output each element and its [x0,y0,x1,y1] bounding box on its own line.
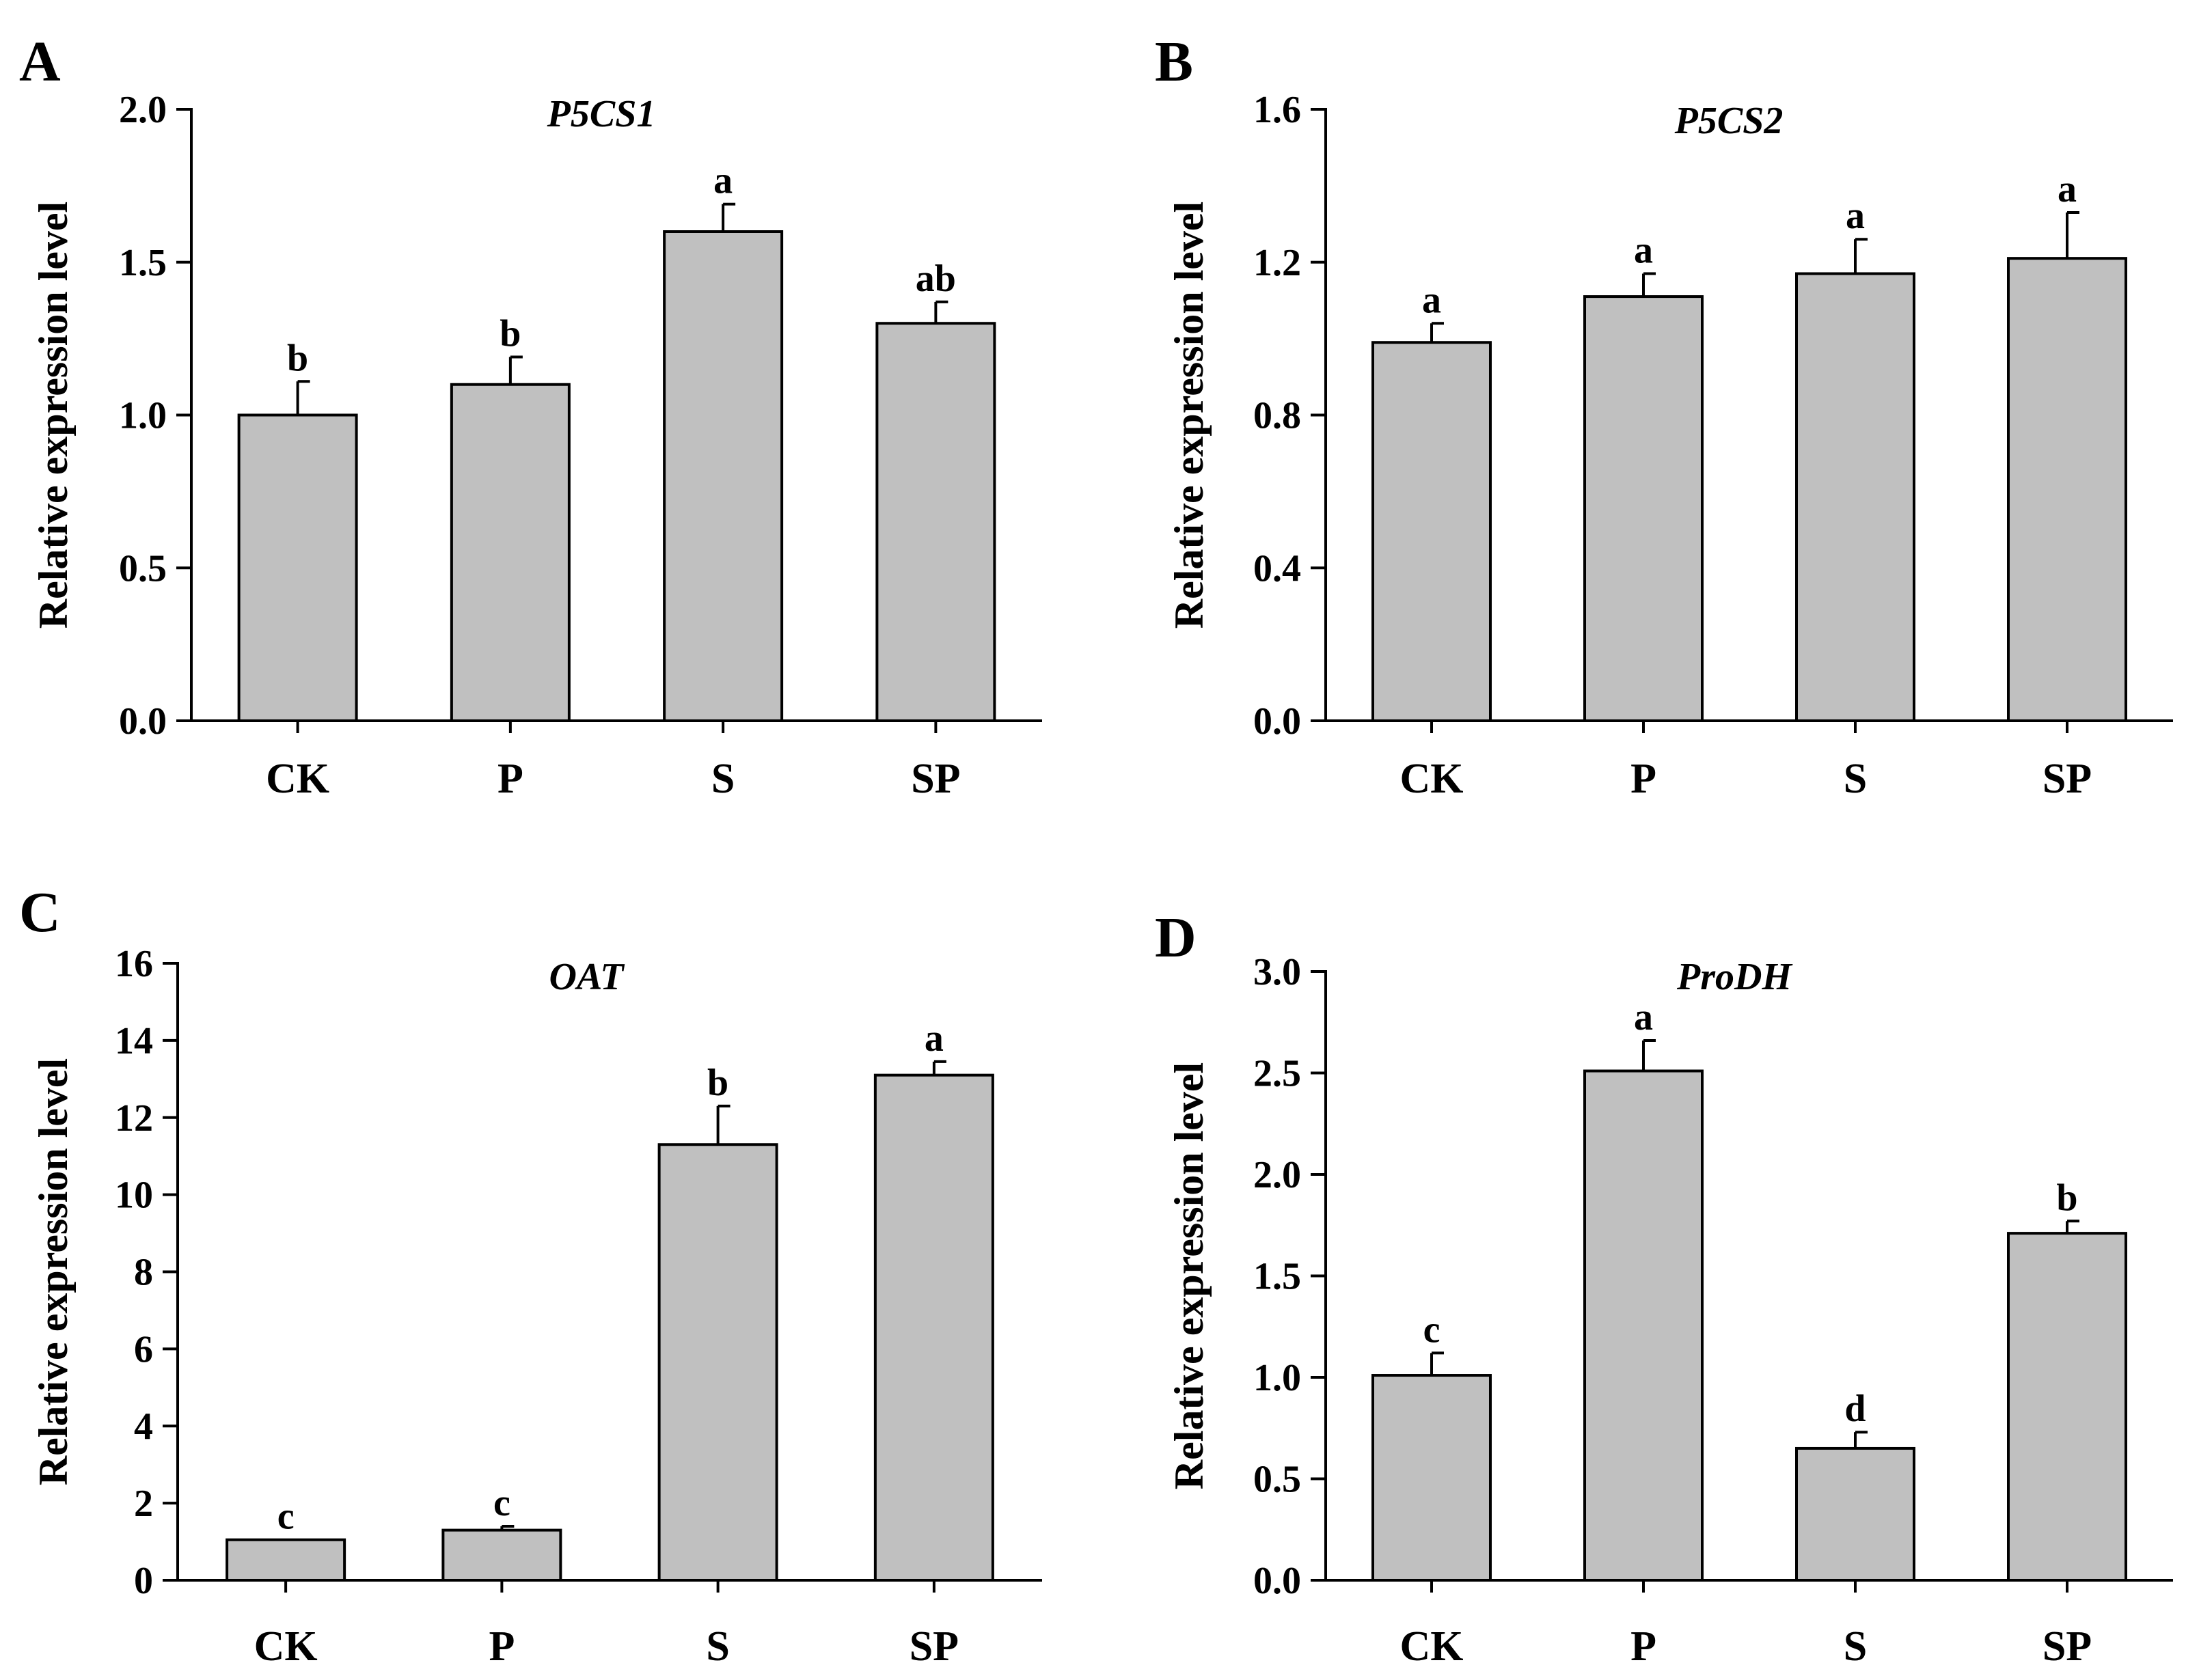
y-tick-label: 6 [134,1328,153,1371]
significance-label: c [493,1482,510,1524]
y-tick-label: 0.0 [119,700,167,743]
panel-letter: D [1155,906,1197,969]
bar-ck [226,1538,346,1582]
chart-panel-c: C OAT Relative expression level 0 2 4 6 8 10 12 14… [19,881,1042,1670]
x-category-label: P [1630,756,1656,802]
bar-ck [237,413,358,722]
y-tick-label: 1.0 [1253,1357,1301,1399]
x-category-label: SP [2043,1623,2092,1670]
bar-s [1795,272,1915,722]
x-category-label: SP [2043,756,2092,802]
y-tick-label: 1.6 [1253,89,1301,131]
bar-ck [1371,1374,1492,1582]
x-category-label: P [489,1623,515,1670]
chart-title: P5CS2 [1674,100,1784,142]
bar-sp [2007,257,2127,722]
significance-label: c [1423,1308,1440,1351]
bar-sp [2007,1232,2127,1582]
bar-s [1795,1446,1915,1582]
significance-label: a [1634,230,1653,272]
y-tick-label: 0.0 [1253,700,1301,743]
y-tick-label: 14 [115,1020,153,1062]
x-category-label: S [1844,756,1867,802]
y-axis-label: Relative expression level [31,202,76,629]
significance-label: a [925,1017,944,1060]
x-category-label: S [711,756,735,802]
y-tick-label: 1.5 [119,242,167,284]
y-tick-label: 1.2 [1253,242,1301,284]
y-axis-label: Relative expression level [1166,1062,1212,1489]
y-tick-label: 0 [134,1560,153,1602]
significance-label: d [1844,1388,1866,1430]
bar-p [1583,295,1704,722]
y-axis-label: Relative expression level [1166,202,1212,629]
significance-label: ab [916,258,956,300]
chart-panel-b: B P5CS2 Relative expression level 0.0 0.4 0.8… [1155,30,2173,802]
y-tick-label: 16 [115,943,153,985]
y-tick-label: 2.5 [1253,1053,1301,1095]
x-category-label: S [706,1623,729,1670]
x-category-label: P [1630,1623,1656,1670]
y-tick-label: 1.0 [119,395,167,437]
y-axis-label: Relative expression level [31,1058,76,1485]
significance-label: b [500,312,521,355]
y-tick-label: 8 [134,1252,153,1294]
bar-sp [875,322,996,722]
bar-p [450,383,571,722]
y-tick-label: 0.5 [1253,1459,1301,1501]
chart-title: ProDH [1676,956,1792,998]
bar-ck [1371,341,1492,722]
x-category-label: CK [266,756,329,802]
y-tick-label: 0.8 [1253,395,1301,437]
x-category-label: SP [910,1623,959,1670]
bar-sp [873,1073,994,1582]
significance-label: a [1422,279,1441,321]
bar-s [663,230,784,722]
bar-s [657,1143,778,1582]
x-category-label: CK [1400,1623,1464,1670]
chart-title: OAT [549,956,626,998]
y-tick-label: 2.0 [119,89,167,131]
x-category-label: CK [1400,756,1464,802]
chart-panel-d: D ProDH Relative expression level 0.0 0.5 1.0… [1155,906,2173,1670]
y-tick-label: 0.0 [1253,1560,1301,1602]
chart-panel-a: A P5CS1 Relative expression level 0.0 0.5 1.0… [19,30,1042,802]
bar-p [441,1528,562,1582]
x-category-label: CK [254,1623,318,1670]
x-category-label: P [497,756,523,802]
significance-label: b [2056,1176,2077,1219]
panel-letter: C [19,881,61,944]
y-tick-label: 2.0 [1253,1154,1301,1196]
chart-title: P5CS1 [547,93,656,135]
y-tick-label: 10 [115,1174,153,1217]
y-tick-label: 2 [134,1483,153,1525]
y-tick-label: 4 [134,1405,153,1448]
significance-label: a [713,160,733,202]
significance-label: b [707,1062,728,1104]
significance-label: a [2058,168,2077,210]
significance-label: b [287,337,308,379]
y-tick-label: 0.4 [1253,547,1301,590]
panel-letter: A [19,30,61,94]
significance-label: c [277,1496,295,1538]
x-category-label: SP [911,756,960,802]
y-tick-label: 1.5 [1253,1256,1301,1298]
panel-letter: B [1155,30,1193,94]
significance-label: a [1846,195,1865,237]
y-tick-label: 12 [115,1097,153,1140]
x-category-label: S [1844,1623,1867,1670]
y-tick-label: 0.5 [119,547,167,590]
bar-p [1583,1069,1704,1582]
y-tick-label: 3.0 [1253,951,1301,993]
significance-label: a [1634,996,1653,1038]
